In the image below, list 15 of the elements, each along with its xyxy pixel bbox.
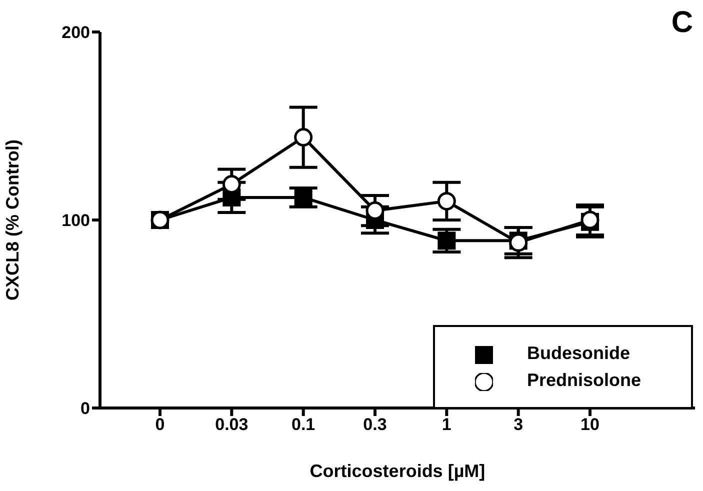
x-tick-label: 0 (155, 415, 165, 434)
x-tick-label: 0.1 (292, 415, 316, 434)
legend-label: Budesonide (526, 343, 630, 363)
x-tick-label: 1 (442, 415, 452, 434)
y-tick-label: 100 (62, 211, 90, 230)
y-tick-label: 0 (80, 399, 90, 418)
chart-title: C (671, 6, 693, 40)
x-tick-label: 3 (514, 415, 524, 434)
x-tick-label: 10 (580, 415, 600, 434)
legend-label: Prednisolone (526, 370, 641, 390)
x-tick-label: 0.3 (363, 415, 387, 434)
x-axis-title: Corticosteroids [µM] (310, 461, 486, 481)
x-tick-label: 0.03 (215, 415, 248, 434)
y-tick-label: 200 (62, 23, 90, 42)
y-axis-title: CXCL8 (% Control) (2, 140, 22, 300)
